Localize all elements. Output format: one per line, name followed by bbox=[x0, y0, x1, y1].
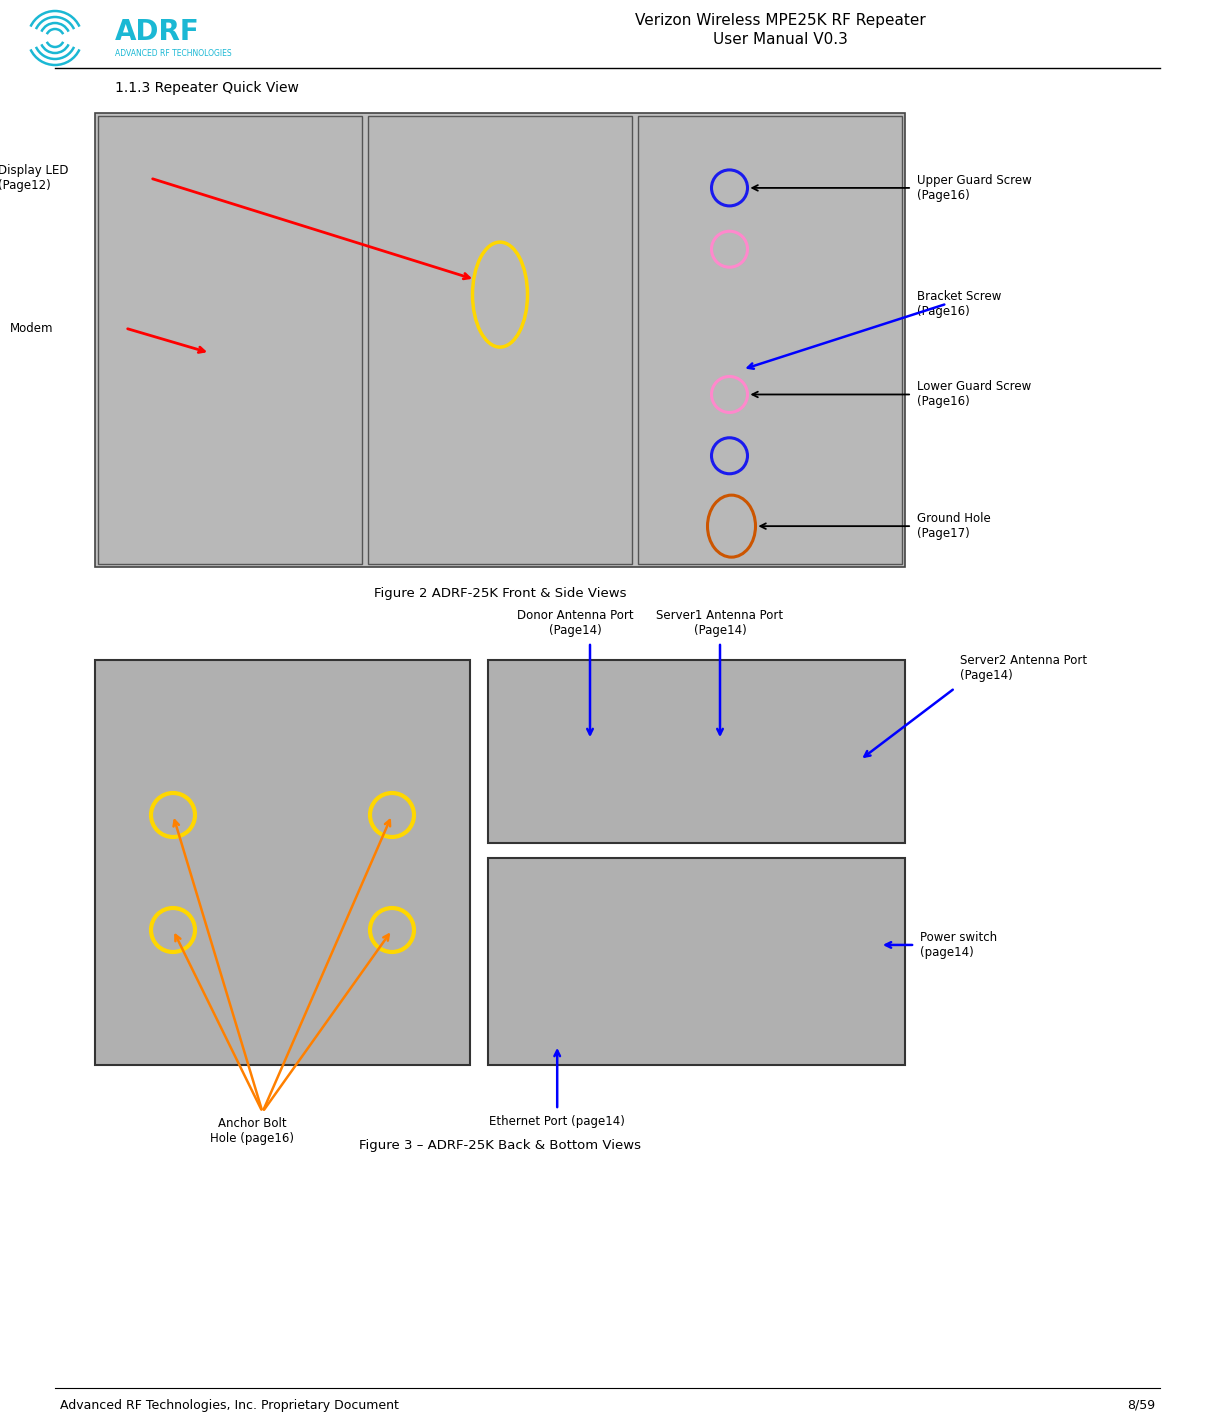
Text: Modem: Modem bbox=[10, 321, 53, 334]
Text: Ethernet Port (page14): Ethernet Port (page14) bbox=[489, 1115, 625, 1128]
Text: Lower Guard Screw
(Page16): Lower Guard Screw (Page16) bbox=[917, 381, 1032, 409]
Text: Display LED
(Page12): Display LED (Page12) bbox=[0, 164, 69, 192]
Text: Bracket Screw
(Page16): Bracket Screw (Page16) bbox=[917, 290, 1001, 318]
Bar bbox=[488, 659, 905, 843]
Bar bbox=[98, 116, 362, 565]
Text: Donor Antenna Port
(Page14): Donor Antenna Port (Page14) bbox=[517, 608, 633, 637]
Text: Figure 3 – ADRF-25K Back & Bottom Views: Figure 3 – ADRF-25K Back & Bottom Views bbox=[358, 1139, 641, 1152]
Text: Server2 Antenna Port
(Page14): Server2 Antenna Port (Page14) bbox=[960, 654, 1087, 682]
Bar bbox=[94, 113, 905, 567]
Text: ADVANCED RF TECHNOLOGIES: ADVANCED RF TECHNOLOGIES bbox=[115, 50, 231, 58]
Text: Anchor Bolt
Hole (page16): Anchor Bolt Hole (page16) bbox=[211, 1116, 294, 1145]
Text: Server1 Antenna Port
(Page14): Server1 Antenna Port (Page14) bbox=[656, 608, 784, 637]
Text: Power switch
(page14): Power switch (page14) bbox=[920, 931, 997, 959]
Text: Upper Guard Screw
(Page16): Upper Guard Screw (Page16) bbox=[917, 174, 1032, 202]
Bar bbox=[368, 116, 632, 565]
Text: Advanced RF Technologies, Inc. Proprietary Document: Advanced RF Technologies, Inc. Proprieta… bbox=[61, 1398, 398, 1412]
Bar bbox=[638, 116, 902, 565]
Bar bbox=[488, 857, 905, 1065]
Text: User Manual V0.3: User Manual V0.3 bbox=[712, 33, 848, 48]
Text: Ground Hole
(Page17): Ground Hole (Page17) bbox=[917, 512, 991, 541]
Text: Verizon Wireless MPE25K RF Repeater: Verizon Wireless MPE25K RF Repeater bbox=[635, 13, 925, 27]
Text: 1.1.3 Repeater Quick View: 1.1.3 Repeater Quick View bbox=[115, 81, 299, 95]
Text: Figure 2 ADRF-25K Front & Side Views: Figure 2 ADRF-25K Front & Side Views bbox=[374, 586, 626, 600]
Text: 8/59: 8/59 bbox=[1127, 1398, 1155, 1412]
Bar bbox=[94, 659, 470, 1065]
Text: ADRF: ADRF bbox=[115, 18, 200, 47]
